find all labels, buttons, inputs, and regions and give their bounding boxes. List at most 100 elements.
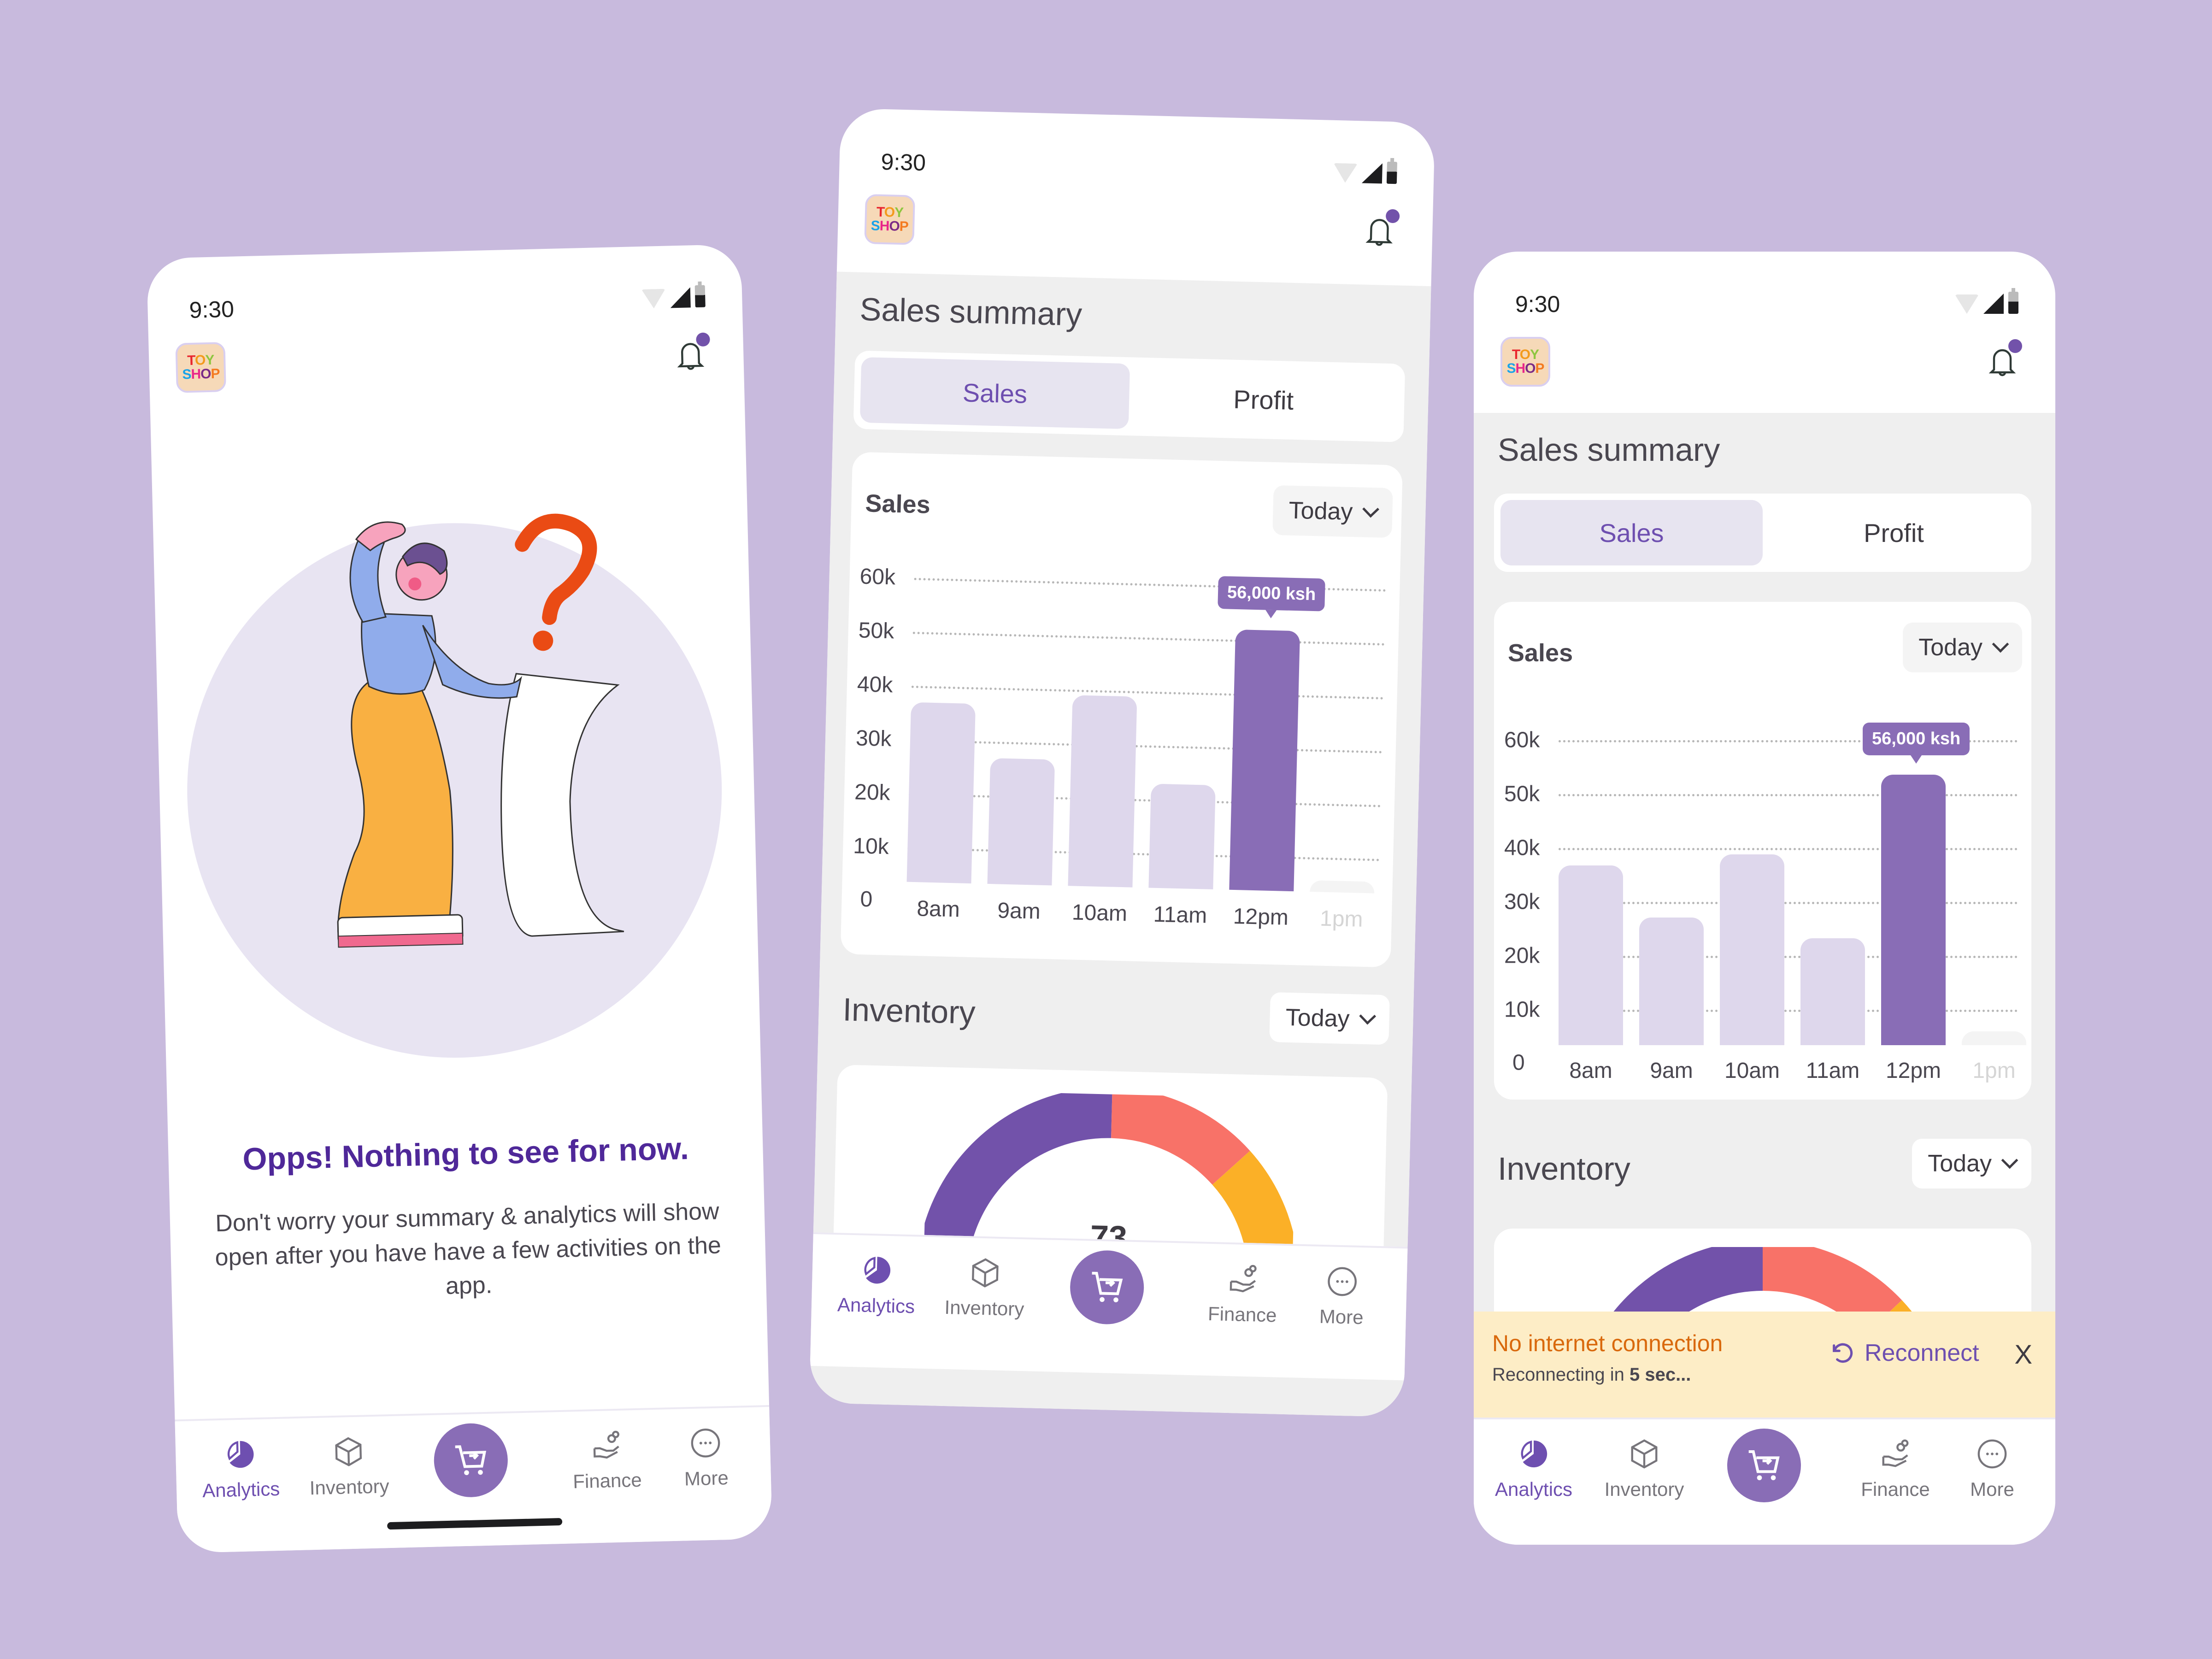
bar-10am[interactable] <box>1720 854 1784 1045</box>
nav-analytics[interactable]: Analytics <box>825 1253 928 1318</box>
wifi-icon <box>1955 294 1979 314</box>
more-icon <box>691 1428 720 1458</box>
sales-period-dropdown[interactable]: Today <box>1272 485 1393 538</box>
bar-10am[interactable] <box>1068 695 1137 888</box>
bar-11am[interactable] <box>1800 938 1865 1045</box>
pie-chart-icon <box>227 1441 254 1468</box>
bar-8am[interactable] <box>906 702 976 884</box>
bar-9am[interactable] <box>1639 918 1704 1045</box>
signal-icon <box>670 287 691 308</box>
box-icon <box>1631 1439 1658 1469</box>
pie-chart-icon <box>864 1257 891 1284</box>
y-tick: 40k <box>857 672 893 698</box>
bar-12pm[interactable] <box>1229 629 1300 892</box>
bar-8am[interactable] <box>1559 865 1623 1045</box>
nav-label: Inventory <box>944 1296 1024 1320</box>
dropdown-value: Today <box>1928 1150 1992 1177</box>
cart-icon <box>455 1445 487 1475</box>
sales-period-dropdown[interactable]: Today <box>1903 623 2022 672</box>
refresh-icon <box>1833 1343 1853 1363</box>
nav-label: Analytics <box>202 1477 280 1502</box>
nav-label: Analytics <box>837 1294 915 1318</box>
battery-icon <box>2008 288 2018 314</box>
no-internet-banner: No internet connection Reconnecting in 5… <box>1474 1312 2055 1418</box>
reconnect-button[interactable]: Reconnect <box>1829 1339 1979 1367</box>
wifi-icon <box>641 288 666 309</box>
tab-sales[interactable]: Sales <box>859 357 1130 429</box>
hand-coins-icon <box>1230 1265 1257 1293</box>
nav-label: Finance <box>572 1469 642 1493</box>
sales-profit-tabs: Sales Profit <box>1494 494 2031 572</box>
nav-more[interactable]: More <box>1290 1264 1393 1329</box>
y-tick: 10k <box>853 834 889 859</box>
nav-finance[interactable]: Finance <box>1845 1438 1946 1500</box>
new-sale-cart-button[interactable] <box>1727 1429 1801 1502</box>
y-tick: 20k <box>1504 943 1540 968</box>
nav-finance[interactable]: Finance <box>1191 1262 1294 1327</box>
nav-inventory[interactable]: Inventory <box>297 1435 400 1500</box>
bottom-nav: Analytics Inventory Finance More <box>1474 1418 2055 1545</box>
bar-11am[interactable] <box>1148 783 1216 889</box>
toy-shop-logo[interactable]: TOY SHOP <box>1500 337 1550 387</box>
signal-icon <box>1983 294 2004 314</box>
sales-summary-title: Sales summary <box>1498 432 1720 468</box>
chevron-down-icon <box>2001 1152 2018 1169</box>
new-sale-cart-button[interactable] <box>433 1422 509 1498</box>
x-label: 11am <box>1153 902 1207 928</box>
nav-analytics[interactable]: Analytics <box>189 1437 292 1502</box>
nav-more[interactable]: More <box>654 1426 757 1491</box>
inventory-period-dropdown[interactable]: Today <box>1912 1139 2031 1188</box>
sales-profit-tabs: Sales Profit <box>853 350 1406 442</box>
nav-label: More <box>1970 1478 2014 1500</box>
nav-inventory[interactable]: Inventory <box>933 1255 1036 1320</box>
nav-label: Inventory <box>309 1475 390 1499</box>
tab-profit[interactable]: Profit <box>1864 518 1924 547</box>
dropdown-value: Today <box>1285 1004 1350 1033</box>
battery-icon <box>694 285 706 308</box>
phone-sales-dashboard: 9:30 TOY SHOP Sales summary Sales Profit… <box>809 108 1435 1418</box>
home-indicator[interactable] <box>387 1518 563 1530</box>
x-label: 12pm <box>1233 904 1289 930</box>
more-icon <box>1977 1439 2007 1469</box>
toy-shop-logo[interactable]: TOY SHOP <box>175 342 226 393</box>
more-icon <box>1328 1267 1357 1296</box>
notification-dot <box>1385 209 1400 224</box>
bell-icon[interactable] <box>1365 213 1394 251</box>
banner-title: No internet connection <box>1492 1330 1723 1356</box>
app-header: TOY SHOP <box>837 177 1434 265</box>
inventory-title: Inventory <box>842 991 976 1031</box>
banner-countdown: Reconnecting in 5 sec... <box>1492 1365 1691 1385</box>
x-label: 11am <box>1806 1059 1860 1083</box>
status-time: 9:30 <box>1515 291 1560 317</box>
signal-icon <box>1361 163 1382 184</box>
bell-icon[interactable] <box>676 337 705 375</box>
nav-finance[interactable]: Finance <box>555 1428 658 1493</box>
bar-9am[interactable] <box>987 758 1055 886</box>
tab-profit[interactable]: Profit <box>1233 384 1294 415</box>
nav-analytics[interactable]: Analytics <box>1483 1438 1584 1500</box>
sales-card-title: Sales <box>1508 639 1573 667</box>
inventory-gauge-card <box>1494 1229 2031 1312</box>
phone-offline-dashboard: 9:30 TOY SHOP Sales summary Sales Profit… <box>1474 252 2055 1545</box>
toy-shop-logo[interactable]: TOY SHOP <box>864 194 915 245</box>
chevron-down-icon <box>1359 1007 1377 1025</box>
cart-icon <box>1092 1271 1123 1303</box>
inventory-period-dropdown[interactable]: Today <box>1269 992 1390 1045</box>
bell-icon[interactable] <box>1988 344 2016 381</box>
bar-1pm <box>1962 1031 2026 1045</box>
tab-sales[interactable]: Sales <box>1500 500 1763 565</box>
app-header: TOY SHOP <box>148 313 745 401</box>
nav-label: Inventory <box>1604 1478 1684 1500</box>
battery-icon <box>1386 161 1398 184</box>
nav-label: More <box>1319 1305 1364 1329</box>
x-label: 9am <box>1650 1059 1693 1083</box>
nav-more[interactable]: More <box>1941 1438 2043 1500</box>
status-time: 9:30 <box>881 148 926 176</box>
nav-inventory[interactable]: Inventory <box>1594 1438 1695 1500</box>
x-label: 12pm <box>1885 1059 1941 1083</box>
close-banner-button[interactable]: X <box>2014 1340 2032 1370</box>
bar-12pm[interactable] <box>1881 775 1946 1045</box>
new-sale-cart-button[interactable] <box>1069 1249 1145 1325</box>
x-label: 1pm <box>1972 1059 2016 1083</box>
bar-1pm <box>1310 880 1375 894</box>
